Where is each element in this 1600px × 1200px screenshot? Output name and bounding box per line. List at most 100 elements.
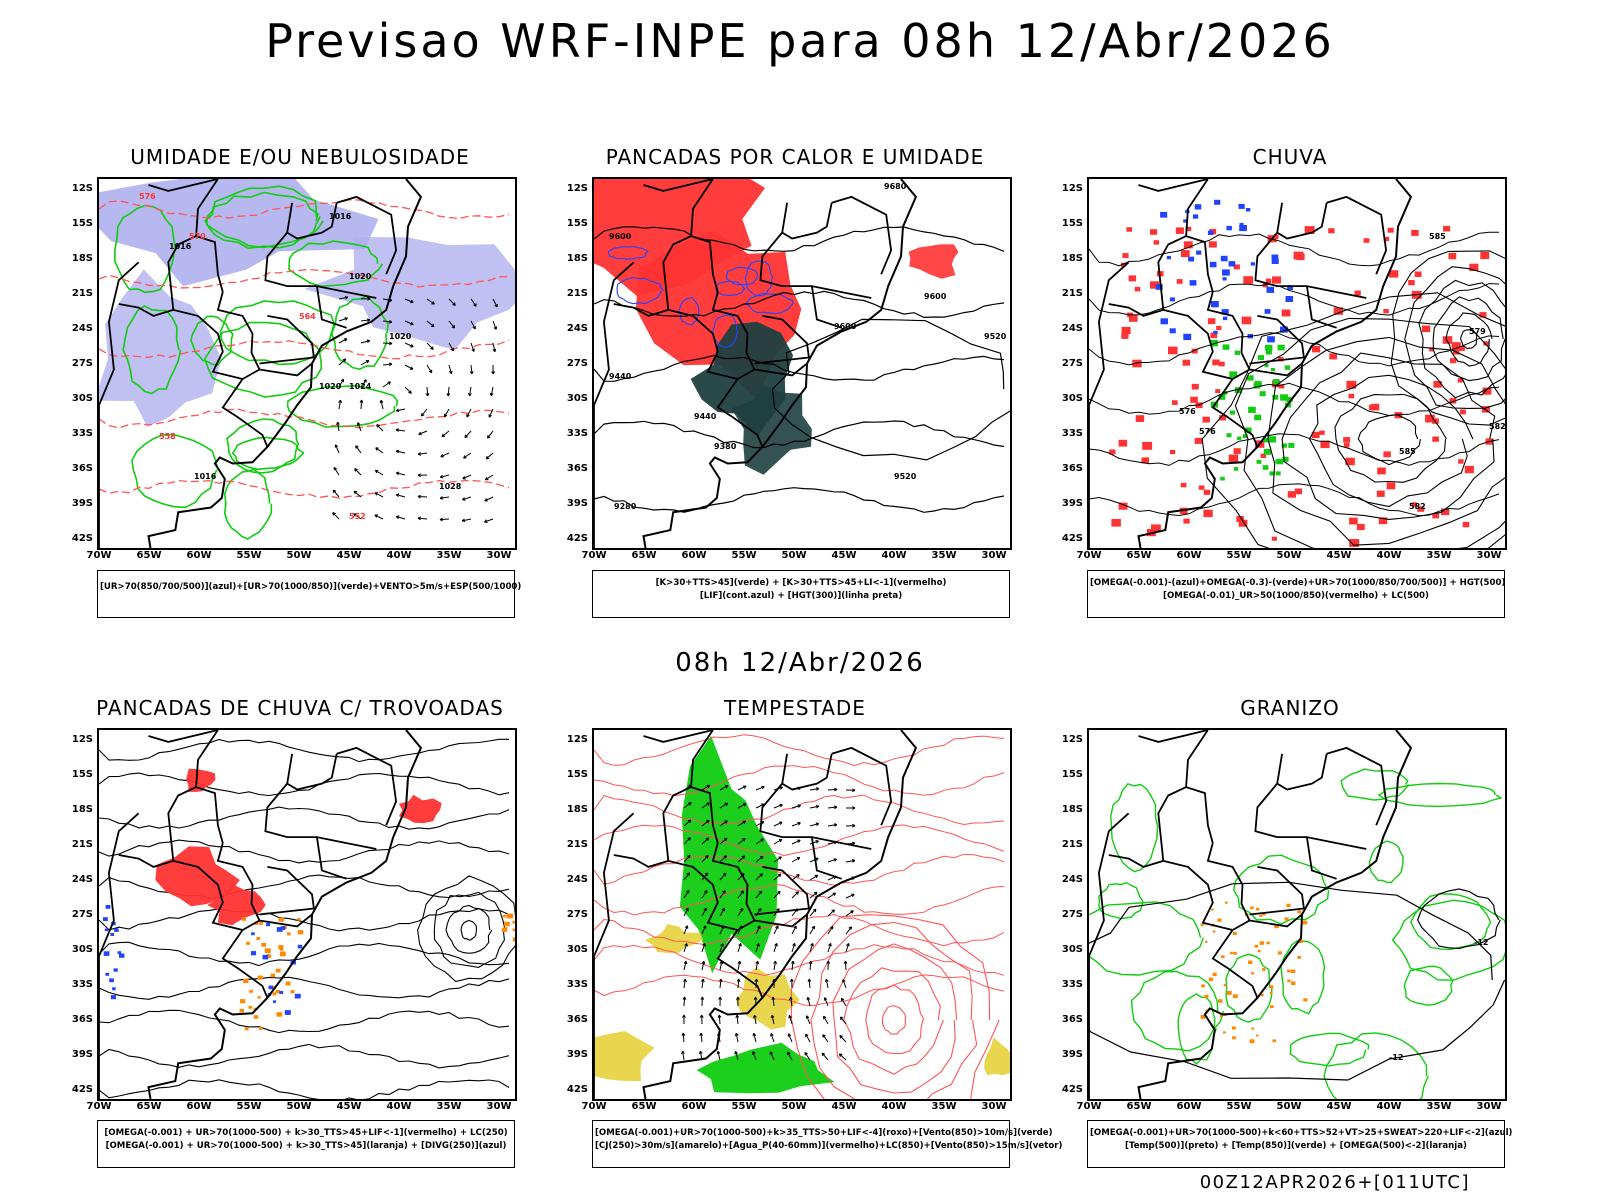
jet-250-yellow-fill — [984, 1037, 1010, 1076]
streamline-850 — [594, 853, 1005, 886]
rain-red-cell — [1219, 415, 1226, 421]
latitude-tick-label: 42S — [71, 533, 93, 544]
political-border — [1249, 866, 1305, 916]
political-border — [167, 235, 197, 310]
wind-vector — [791, 943, 796, 953]
omega-green-cell — [1272, 379, 1280, 385]
wind-vector — [334, 444, 340, 454]
streamline-850 — [790, 914, 1000, 1099]
wind-vector — [719, 890, 726, 899]
legend-line: [UR>70(850/700/500)](azul)+[UR>70(1000/8… — [100, 582, 522, 592]
omega-500-orange-cell — [1250, 906, 1254, 910]
omega-500-orange-cell — [1226, 991, 1232, 995]
contour-value-label: 582 — [1409, 502, 1426, 511]
wind-vector — [808, 960, 813, 971]
divergence-blue-cell — [109, 978, 114, 983]
legend-chuva: [OMEGA(-0.001)-(azul)+OMEGA(-0.3)-(verde… — [1087, 570, 1505, 618]
political-border — [316, 285, 347, 329]
wind-vector — [809, 822, 820, 827]
wind-vector — [734, 1032, 739, 1043]
humidity-low-contour — [219, 300, 335, 366]
thunderstorm-orange-cell — [275, 968, 281, 973]
panel-title-granizo: GRANIZO — [1240, 696, 1340, 720]
wind-vector — [845, 823, 856, 828]
thunderstorm-orange-cell — [257, 975, 263, 980]
wind-vector — [462, 496, 472, 501]
thunderstorm-orange-cell — [512, 920, 515, 924]
longitude-tick-label: 40W — [386, 1101, 412, 1112]
wind-vector — [770, 1014, 775, 1025]
political-border — [1306, 836, 1337, 880]
wind-vector — [791, 891, 799, 899]
wind-vector — [701, 943, 706, 953]
wind-vector — [752, 1051, 757, 1061]
wind-vector — [737, 820, 747, 827]
political-border — [754, 362, 808, 377]
latitude-axis: 12S 15S 18S 21S 24S 27S 30S 33S 36S 39S 42S — [1053, 728, 1083, 1101]
rain-red-cell — [1272, 276, 1281, 284]
latitude-tick-label: 42S — [71, 1084, 93, 1095]
wind-vector — [360, 339, 371, 344]
thunderstorm-orange-cell — [239, 1008, 244, 1013]
thunderstorm-orange-cell — [258, 1027, 263, 1030]
political-border — [594, 261, 635, 548]
longitude-tick-label: 60W — [186, 550, 212, 561]
thunderstorm-orange-cell — [253, 1007, 257, 1011]
streamline-250 — [99, 772, 510, 797]
wind-vector — [360, 360, 370, 366]
wind-vector — [701, 907, 707, 917]
wind-vector — [754, 978, 759, 989]
wind-vector — [382, 381, 391, 388]
wind-vector — [719, 855, 727, 863]
omega-green-cell — [1264, 364, 1269, 368]
political-border — [1108, 303, 1164, 317]
divergence-blue-cell — [266, 923, 271, 927]
contour-value-label: 1020 — [389, 332, 412, 341]
omega-blue-cell — [1169, 328, 1176, 334]
wind-vector — [485, 452, 494, 460]
latitude-tick-label: 12S — [1061, 734, 1083, 745]
political-border — [259, 315, 315, 365]
omega-blue-cell — [1222, 316, 1228, 321]
latitude-tick-label: 18S — [71, 253, 93, 264]
political-border — [167, 786, 197, 861]
thickness-contour — [99, 339, 510, 360]
streamline-850 — [881, 1005, 907, 1035]
omega-green-cell — [1284, 365, 1291, 370]
rain-red-cell — [1135, 415, 1145, 422]
wind-vector — [333, 466, 340, 476]
wind-vector — [382, 341, 393, 346]
wind-vector — [717, 1014, 722, 1025]
wind-vector — [683, 854, 691, 863]
temp-850-contour — [1289, 1032, 1370, 1067]
rain-red-cell — [1233, 264, 1240, 270]
omega-500-orange-cell — [1200, 923, 1204, 927]
omega-500-orange-cell — [1257, 949, 1261, 953]
rain-red-cell — [1198, 485, 1205, 490]
rain-red-cell — [1460, 409, 1466, 415]
divergence-blue-cell — [272, 1000, 277, 1003]
political-border — [259, 362, 313, 377]
wind-vector — [338, 317, 348, 322]
political-border — [316, 836, 347, 880]
map-canvas — [594, 730, 1010, 1099]
rain-red-cell — [1118, 439, 1128, 447]
omega-blue-cell — [1188, 256, 1195, 262]
rain-red-cell — [1190, 396, 1198, 403]
wind-vector — [395, 428, 406, 432]
wind-vector — [736, 978, 741, 989]
streamline-850 — [594, 944, 1005, 976]
omega-blue-cell — [1226, 225, 1232, 231]
wind-vector — [840, 997, 847, 1007]
rain-red-cell — [1483, 341, 1489, 346]
divergence-blue-cell — [117, 951, 122, 955]
wind-vector — [839, 1035, 847, 1043]
height-300-contour — [594, 420, 1005, 449]
divergence-blue-cell — [112, 987, 116, 991]
rain-red-cell — [1457, 378, 1463, 383]
rain-red-cell — [1141, 457, 1150, 464]
wind-vector — [838, 1053, 847, 1061]
wind-vector — [827, 787, 838, 792]
longitude-tick-label: 70W — [1076, 1101, 1102, 1112]
rain-red-cell — [1170, 450, 1176, 455]
